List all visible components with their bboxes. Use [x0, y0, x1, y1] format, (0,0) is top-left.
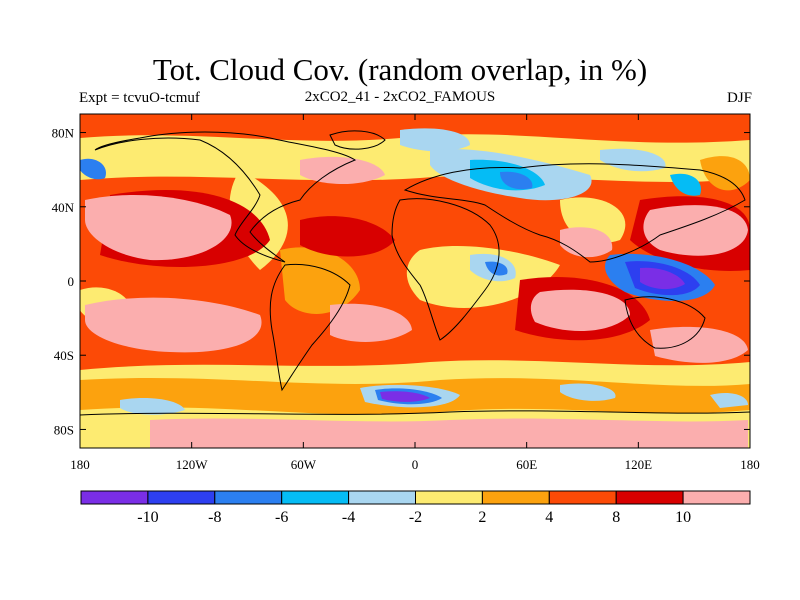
- field-band: [500, 171, 533, 190]
- greenland-outline: [329, 130, 386, 150]
- comparison-label: 2xCO2_41 - 2xCO2_FAMOUS: [304, 89, 496, 105]
- colorbar: -10 -8 -6 -4 -2 2 4 8 10: [80, 490, 751, 526]
- field-band: [150, 418, 748, 448]
- lat-tick-label: 40S: [54, 348, 74, 363]
- field-band: [670, 173, 701, 196]
- antarctica-outline: [80, 410, 750, 416]
- field-band: [643, 205, 748, 256]
- field-band: [80, 158, 106, 180]
- lat-tick-label: 80S: [54, 422, 74, 437]
- field-band: [380, 391, 430, 402]
- plot-title: Tot. Cloud Cov. (random overlap, in %): [152, 52, 648, 87]
- colorbar-swatch: [415, 490, 483, 505]
- lon-tick-label: 180: [740, 457, 760, 472]
- longitude-axis: 180 120W 60W 0 60E 120E 180: [70, 114, 760, 472]
- field-band: [300, 156, 385, 185]
- colorbar-label: -4: [342, 509, 355, 526]
- colorbar-label: -6: [275, 509, 288, 526]
- eurasia-outline: [403, 163, 746, 263]
- lon-tick-label: 120W: [176, 457, 209, 472]
- field-band: [85, 297, 262, 353]
- coastlines: [80, 130, 750, 416]
- field-band: [330, 303, 412, 342]
- field-band: [640, 267, 685, 290]
- colorbar-label: -2: [409, 509, 422, 526]
- africa-outline: [391, 198, 500, 341]
- colorbar-swatch: [147, 490, 216, 505]
- australia-outline: [624, 296, 706, 349]
- south-america-outline: [269, 263, 351, 392]
- field-band: [530, 289, 630, 332]
- field-band: [710, 393, 748, 408]
- colorbar-label: -10: [137, 509, 158, 526]
- lon-tick-label: 60W: [291, 457, 317, 472]
- field-band: [400, 128, 470, 152]
- experiment-label: Expt = tcvuO-tcmuf: [79, 90, 200, 106]
- colorbar-swatch: [481, 490, 550, 505]
- field-band: [560, 383, 616, 401]
- field-band: [600, 148, 666, 172]
- lon-tick-label: 60E: [516, 457, 537, 472]
- field-band: [700, 156, 750, 191]
- colorbar-label: 2: [478, 509, 486, 526]
- lon-tick-label: 180: [70, 457, 90, 472]
- lon-tick-label: 120E: [625, 457, 653, 472]
- colorbar-label: 4: [545, 509, 553, 526]
- cloud-cover-field: [80, 114, 750, 448]
- colorbar-label: 8: [612, 509, 620, 526]
- field-band: [80, 134, 750, 182]
- colorbar-label: -8: [208, 509, 221, 526]
- field-band: [120, 398, 185, 415]
- colorbar-swatch: [348, 490, 417, 505]
- field-band: [85, 195, 232, 261]
- lat-tick-label: 80N: [52, 126, 75, 141]
- colorbar-swatch: [281, 490, 350, 505]
- colorbar-swatch: [682, 490, 751, 505]
- colorbar-swatch: [214, 490, 283, 505]
- north-america-outline: [94, 131, 357, 263]
- colorbar-label: 10: [675, 509, 691, 526]
- lon-tick-label: 0: [412, 457, 419, 472]
- season-label: DJF: [726, 90, 752, 106]
- field-band: [300, 216, 395, 257]
- colorbar-swatch: [548, 490, 617, 505]
- field-band: [650, 326, 748, 363]
- latitude-axis: 80N 40N 0 40S 80S: [52, 126, 750, 437]
- lat-tick-label: 0: [68, 274, 75, 289]
- lat-tick-label: 40N: [52, 200, 75, 215]
- colorbar-swatch: [615, 490, 684, 505]
- colorbar-swatch: [80, 490, 149, 505]
